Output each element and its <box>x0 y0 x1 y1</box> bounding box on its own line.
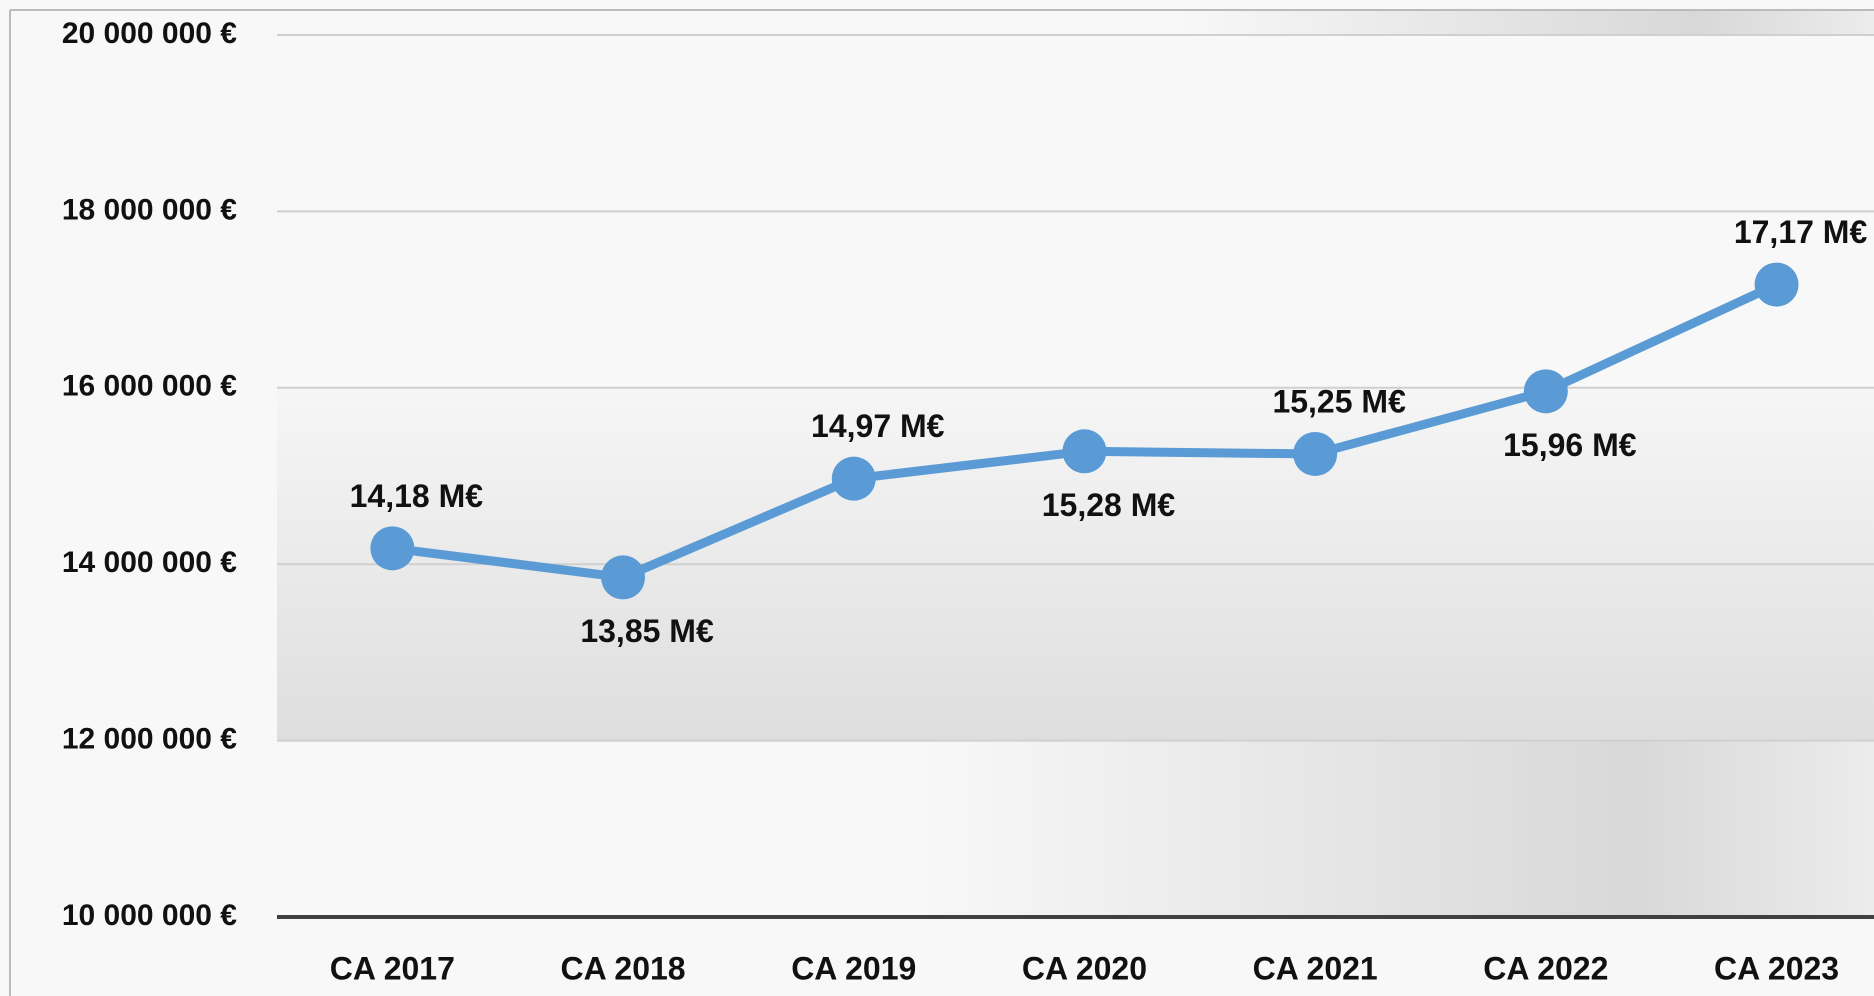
marker <box>1293 431 1338 476</box>
data-label: 15,25 M€ <box>1272 383 1406 419</box>
data-label: 15,28 M€ <box>1042 487 1176 523</box>
marker <box>1523 369 1568 414</box>
x-tick-label: CA 2019 <box>791 950 916 986</box>
data-label: 17,17 M€ <box>1734 214 1868 250</box>
marker <box>1754 262 1799 307</box>
marker <box>1062 429 1107 474</box>
data-label: 14,97 M€ <box>811 408 945 444</box>
band <box>700 10 1874 35</box>
y-tick-label: 10 000 000 € <box>62 899 237 932</box>
y-tick-label: 14 000 000 € <box>62 546 237 579</box>
data-label: 15,96 M€ <box>1503 427 1637 463</box>
x-tick-label: CA 2021 <box>1253 950 1378 986</box>
y-tick-label: 12 000 000 € <box>62 723 237 756</box>
y-tick-label: 16 000 000 € <box>62 370 237 403</box>
x-tick-label: CA 2022 <box>1483 950 1608 986</box>
x-tick-label: CA 2023 <box>1714 950 1839 986</box>
x-tick-label: CA 2017 <box>330 950 455 986</box>
data-label: 13,85 M€ <box>580 613 714 649</box>
y-tick-label: 18 000 000 € <box>62 193 237 226</box>
x-tick-label: CA 2020 <box>1022 950 1147 986</box>
band <box>277 741 1874 917</box>
x-tick-label: CA 2018 <box>560 950 685 986</box>
marker <box>831 456 876 501</box>
marker <box>601 555 646 600</box>
marker <box>370 526 415 571</box>
y-tick-label: 20 000 000 € <box>62 17 237 50</box>
data-label: 14,18 M€ <box>350 478 484 514</box>
